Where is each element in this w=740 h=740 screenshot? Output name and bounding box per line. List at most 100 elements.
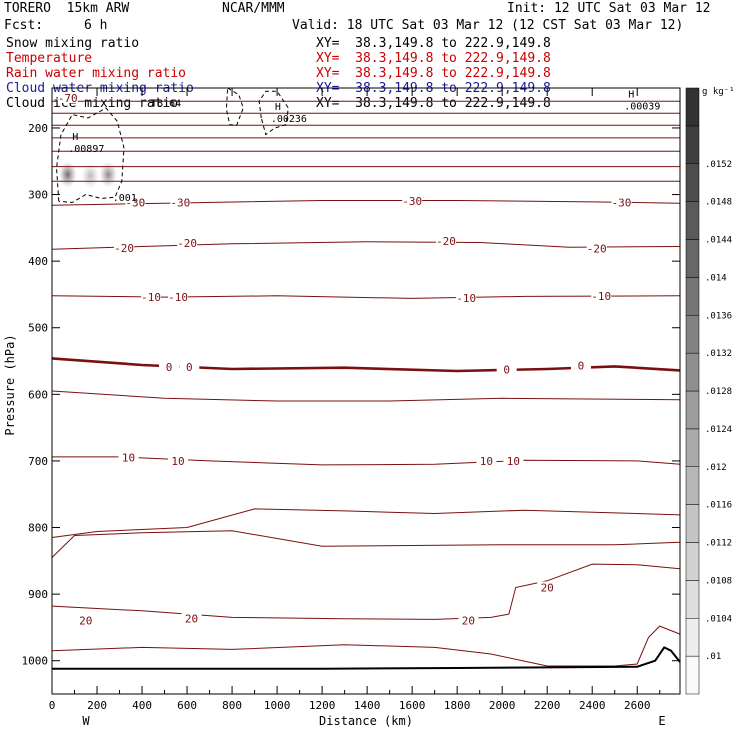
- x-tick-label-1: 200: [87, 699, 107, 712]
- contour-labels: -70 -30 -30 -30 -30 -20 -20 -20 -20 -10 -10 -10 -10 0…: [57, 89, 660, 628]
- x-tick-label-4: 800: [222, 699, 242, 712]
- isotherm-label-bg-12-1: [168, 454, 189, 466]
- x-tick-label-12: 2400: [579, 699, 606, 712]
- x-tick-label-3: 600: [177, 699, 197, 712]
- colorbar-segment-8: [685, 352, 700, 392]
- colorbar-label-11: .0144: [705, 236, 732, 246]
- colorbar-segment-0: [685, 655, 700, 695]
- cloud-ice-contour-1: [225, 87, 244, 126]
- y-tick-label-4: 600: [28, 388, 48, 401]
- isotherm-label-10-0: 0: [166, 361, 173, 374]
- isotherm-label-12-2: 10: [480, 455, 493, 468]
- isotherm-label-7-2: -30: [402, 195, 422, 208]
- isotherm-label-bg-7-3: [611, 196, 632, 208]
- isotherm-8: [51, 241, 681, 250]
- header-fcst-value: 6 h: [84, 18, 108, 33]
- isotherm-label-15-3: 20: [79, 615, 92, 628]
- y-tick-label-5: 700: [28, 455, 48, 468]
- maximum-marker-1: H: [275, 102, 281, 113]
- x-end-label-east: E: [658, 714, 665, 728]
- field-xy-temperature: XY= 38.3,149.8 to 222.9,149.8: [316, 51, 551, 66]
- header-valid: Valid: 18 UTC Sat 03 Mar 12 (12 CST Sat …: [292, 18, 684, 33]
- isotherm-label-9-0: -10: [141, 291, 161, 304]
- field-xy-rain: XY= 38.3,149.8 to 222.9,149.8: [316, 66, 551, 81]
- field-name-rain: Rain water mixing ratio: [6, 66, 187, 81]
- isotherm-label-bg-15-2: [181, 612, 202, 624]
- isotherm-label-bg-15-1: [458, 614, 479, 626]
- colorbar-label-7: .0128: [705, 387, 732, 397]
- isotherm-label-9-1: -10: [168, 291, 188, 304]
- field-name-cloud-ice: Cloud ice mixing ratio: [6, 96, 179, 111]
- isotherm-label-bg-9-2: [456, 291, 477, 303]
- isotherm-label-8-0: -20: [114, 242, 134, 255]
- x-tick-label-0: 0: [49, 699, 56, 712]
- cloud-ice-contour-0: [55, 107, 125, 204]
- header-init: Init: 12 UTC Sat 03 Mar 12: [507, 1, 711, 16]
- y-axis-label: Pressure (hPa): [3, 334, 17, 435]
- cloud-ice-contours: [55, 87, 289, 204]
- maximum-marker-0: H: [72, 132, 78, 143]
- colorbar-segment-12: [685, 201, 700, 240]
- isotherm-label-15-2: 20: [185, 613, 198, 626]
- isotherm-14: [51, 530, 681, 558]
- isotherm-label-bg-9-0: [141, 291, 162, 303]
- isotherm-label-bg-0-0: [57, 91, 78, 103]
- colorbar-label-0: .01: [705, 652, 721, 662]
- isotherm-label-bg-10-0: [159, 361, 180, 373]
- field-name-temperature: Temperature: [6, 51, 93, 66]
- colorbar-label-13: .0152: [705, 160, 732, 170]
- colorbar-segment-4: [685, 504, 700, 543]
- header-model: TORERO 15km ARW: [4, 1, 130, 16]
- cloud-ice-label-0-0: .001: [113, 193, 137, 204]
- x-tick-label-2: 400: [132, 699, 152, 712]
- isotherm-label-12-3: 10: [507, 455, 520, 468]
- header-fcst-label: Fcst:: [4, 18, 44, 33]
- header-center: NCAR/MMM: [222, 1, 285, 16]
- isotherm-label-7-3: -30: [612, 197, 632, 210]
- colorbar-label-5: .012: [705, 463, 727, 473]
- colorbar-segment-2: [685, 580, 700, 619]
- colorbar-label-8: .0132: [705, 349, 732, 359]
- colorbar-segment-1: [685, 618, 700, 657]
- y-tick-label-1: 300: [28, 189, 48, 202]
- isotherm-label-bg-10-3: [570, 359, 591, 371]
- field-xy-cloud-ice: XY= 38.3,149.8 to 222.9,149.8: [316, 96, 551, 111]
- isotherm-label-9-3: -10: [591, 290, 611, 303]
- isotherm-label-12-0: 10: [122, 452, 135, 465]
- isotherm-label-7-1: -30: [170, 197, 190, 210]
- isotherm-label-bg-8-0: [114, 241, 135, 253]
- x-tick-label-6: 1200: [309, 699, 336, 712]
- isotherm-15: [51, 563, 681, 620]
- field-xy-snow: XY= 38.3,149.8 to 222.9,149.8: [316, 36, 551, 51]
- colorbar-label-6: .0124: [705, 425, 732, 435]
- maximum-value-2: .00039: [624, 101, 660, 112]
- isotherm-label-bg-12-0: [118, 451, 139, 463]
- colorbar-segment-10: [685, 277, 700, 316]
- x-tick-label-7: 1400: [354, 699, 381, 712]
- y-tick-label-8: 1000: [22, 655, 49, 668]
- x-tick-label-10: 2000: [489, 699, 516, 712]
- isotherm-label-7-0: -30: [125, 197, 145, 210]
- colorbar-label-10: .014: [705, 273, 727, 283]
- colorbar-unit: g kg⁻¹: [702, 87, 735, 97]
- isotherm-label-bg-9-3: [591, 289, 612, 301]
- colorbar-segment-7: [685, 390, 700, 430]
- y-tick-label-3: 500: [28, 322, 48, 335]
- colorbar-segment-13: [685, 163, 700, 202]
- isotherm-label-bg-8-3: [586, 242, 607, 254]
- snow-blob-1: [81, 162, 100, 189]
- isotherm-label-bg-12-3: [503, 454, 524, 466]
- isotherm-label-0-0: -70: [58, 92, 78, 105]
- colorbar-segment-9: [685, 315, 700, 354]
- isotherm-label-bg-8-1: [177, 237, 198, 249]
- isotherm-label-10-2: 0: [503, 364, 510, 377]
- x-tick-label-13: 2600: [624, 699, 651, 712]
- x-tick-label-11: 2200: [534, 699, 561, 712]
- field-name-snow: Snow mixing ratio: [6, 36, 140, 51]
- isotherm-label-15-1: 20: [462, 615, 475, 628]
- y-tick-label-6: 800: [28, 522, 48, 535]
- isotherm-label-10-3: 0: [578, 360, 585, 373]
- isotherm-label-8-3: -20: [587, 242, 607, 255]
- plot-frame: [51, 87, 681, 695]
